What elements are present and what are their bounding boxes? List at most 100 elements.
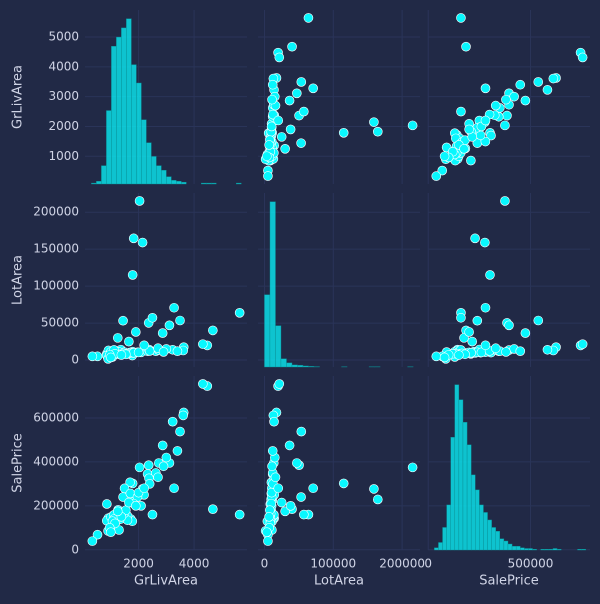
histogram-bar bbox=[447, 505, 451, 550]
histogram-bar bbox=[161, 170, 166, 184]
scatter-point bbox=[516, 80, 525, 89]
histogram-bar bbox=[201, 183, 206, 184]
scatter-point bbox=[440, 353, 449, 362]
scatter-point bbox=[176, 427, 185, 436]
scatter-point bbox=[491, 101, 500, 110]
scatter-point bbox=[304, 13, 313, 22]
histogram-bar bbox=[106, 111, 111, 184]
scatter-point bbox=[154, 473, 163, 482]
histogram-bar bbox=[528, 548, 532, 550]
x-axis-label: SalePrice bbox=[479, 574, 539, 589]
scatter-point bbox=[265, 140, 274, 149]
y-tick-label: 200000 bbox=[33, 205, 79, 219]
scatter-point bbox=[297, 493, 306, 502]
scatter-point bbox=[465, 327, 474, 336]
histogram-bar bbox=[549, 549, 553, 550]
y-tick-label: 1000 bbox=[48, 149, 79, 163]
x-tick-label: 0 bbox=[424, 557, 432, 571]
scatter-point bbox=[113, 333, 122, 342]
histogram-bar bbox=[475, 490, 479, 550]
scatter-point bbox=[578, 340, 587, 349]
scatter-point bbox=[268, 80, 277, 89]
scatter-point bbox=[456, 13, 465, 22]
histogram-bar bbox=[275, 326, 281, 367]
scatter-point bbox=[208, 505, 217, 514]
histogram-bar bbox=[126, 19, 131, 184]
scatter-point bbox=[299, 510, 308, 519]
scatter-point bbox=[168, 417, 177, 426]
scatter-point bbox=[119, 316, 128, 325]
scatter-point bbox=[138, 238, 147, 247]
scatter-point bbox=[131, 327, 140, 336]
scatter-point bbox=[510, 92, 519, 101]
scatter-point bbox=[534, 77, 543, 86]
scatter-point bbox=[373, 495, 382, 504]
scatter-point bbox=[268, 95, 277, 104]
histogram-bar bbox=[545, 549, 549, 550]
scatter-point bbox=[129, 234, 138, 243]
scatter-point bbox=[117, 351, 126, 360]
scatter-point bbox=[516, 347, 525, 356]
scatter-point bbox=[432, 352, 441, 361]
histogram-bar bbox=[91, 183, 96, 184]
scatter-point bbox=[263, 172, 272, 181]
histogram-bar bbox=[582, 549, 586, 550]
y-tick-label: 150000 bbox=[33, 242, 79, 256]
scatter-point bbox=[286, 125, 295, 134]
histogram-bar bbox=[96, 181, 101, 184]
y-tick-label: 3000 bbox=[48, 89, 79, 103]
scatter-point bbox=[274, 484, 283, 493]
y-tick-label: 100000 bbox=[33, 279, 79, 293]
scatter-point bbox=[292, 89, 301, 98]
histogram-bar bbox=[438, 542, 442, 550]
histogram-bar bbox=[141, 120, 146, 184]
histogram-bar bbox=[557, 549, 561, 550]
scatter-point bbox=[88, 352, 97, 361]
y-axis-label: GrLivArea bbox=[11, 65, 26, 129]
scatter-point bbox=[501, 95, 510, 104]
histogram-bar bbox=[434, 548, 438, 550]
scatter-point bbox=[286, 501, 295, 510]
scatter-point bbox=[299, 107, 308, 116]
y-tick-label: 5000 bbox=[48, 30, 79, 44]
scatter-point bbox=[468, 337, 477, 346]
scatter-point bbox=[460, 144, 469, 153]
scatter-point bbox=[297, 77, 306, 86]
histogram-bar bbox=[303, 366, 309, 367]
scatter-point bbox=[135, 196, 144, 205]
histogram-bar bbox=[292, 365, 298, 367]
x-tick-label: 0 bbox=[261, 557, 269, 571]
scatter-point bbox=[543, 85, 552, 94]
scatter-point bbox=[159, 462, 168, 471]
x-tick-label: 100000 bbox=[310, 557, 356, 571]
histogram-bar bbox=[500, 539, 504, 550]
x-tick-label: 500000 bbox=[508, 557, 554, 571]
scatter-point bbox=[500, 121, 509, 130]
y-axis-label: SalePrice bbox=[11, 433, 26, 493]
histogram-bar bbox=[541, 549, 545, 550]
scatter-point bbox=[505, 321, 514, 330]
y-tick-label: 0 bbox=[71, 353, 79, 367]
scatter-point bbox=[369, 118, 378, 127]
histogram-bar bbox=[286, 363, 292, 367]
histogram-bar bbox=[309, 366, 315, 367]
scatter-point bbox=[481, 116, 490, 125]
scatter-point bbox=[466, 156, 475, 165]
histogram-bar bbox=[496, 531, 500, 550]
histogram-bar bbox=[264, 295, 270, 367]
scatter-point bbox=[281, 144, 290, 153]
scatter-point bbox=[534, 316, 543, 325]
scatter-point bbox=[491, 344, 500, 353]
histogram-bar bbox=[516, 546, 520, 550]
scatter-point bbox=[481, 84, 490, 93]
scatter-point bbox=[578, 53, 587, 62]
histogram-bar bbox=[459, 400, 463, 550]
scatter-point bbox=[106, 528, 115, 537]
scatter-point bbox=[102, 499, 111, 508]
scatter-point bbox=[309, 484, 318, 493]
scatter-point bbox=[144, 461, 153, 470]
scatter-point bbox=[277, 132, 286, 141]
scatter-point bbox=[288, 42, 297, 51]
